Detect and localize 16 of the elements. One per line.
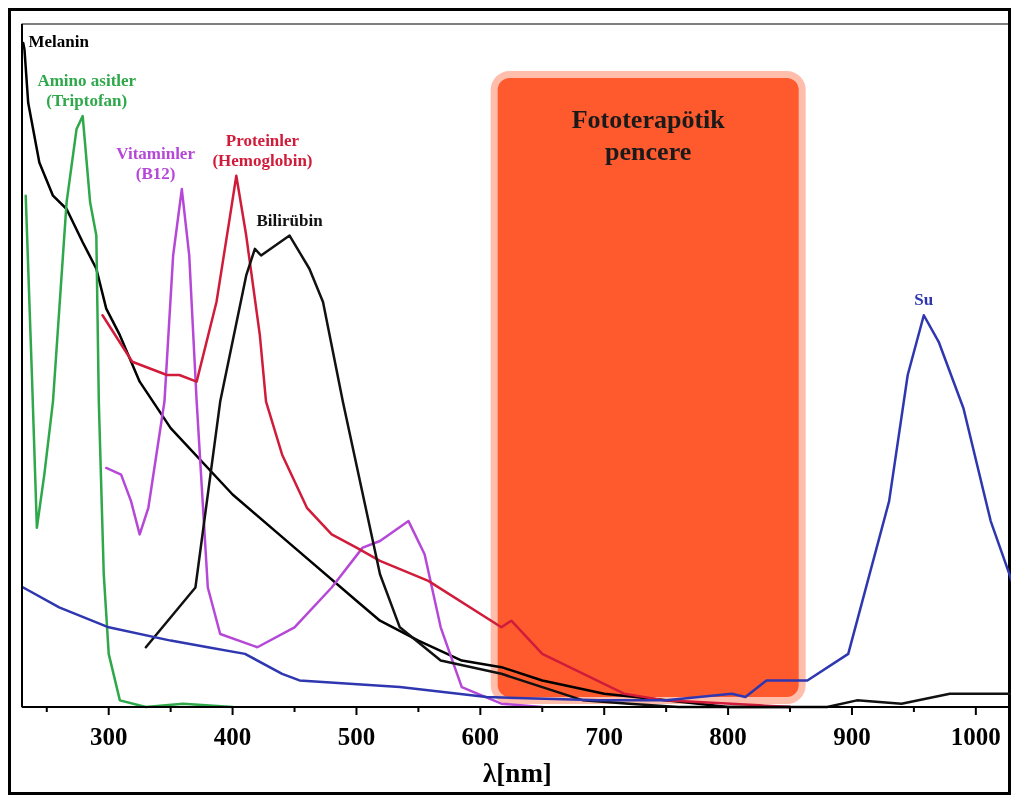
series-label: Amino asitler (Triptofan) [37, 71, 137, 111]
series-label: Vitaminler (B12) [116, 144, 196, 184]
series-label: Proteinler (Hemoglobin) [212, 130, 313, 170]
x-tick-label: 300 [89, 723, 128, 750]
x-tick-label: 500 [337, 723, 376, 750]
x-tick-label: 700 [585, 723, 623, 750]
series-label: Su [914, 290, 934, 310]
x-tick-label: 600 [461, 723, 500, 750]
x-tick-label: 900 [833, 723, 871, 750]
series-label: Bilirübin [256, 210, 324, 230]
x-tick-label: 800 [709, 723, 747, 750]
band-label: Fototerapötik pencere [571, 105, 726, 166]
x-tick-label: 400 [213, 723, 252, 750]
series-label: Melanin [28, 32, 90, 51]
x-axis-title: λ[nm] [483, 758, 552, 788]
x-tick-label: 1000 [950, 723, 1001, 750]
